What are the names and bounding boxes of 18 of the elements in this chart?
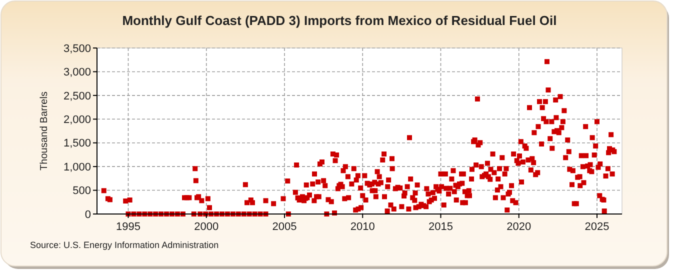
x-tick-label: 2000 xyxy=(194,221,219,233)
y-tick-label: 500 xyxy=(72,185,91,198)
x-tick-label: 2015 xyxy=(428,221,453,233)
y-tick-label: 1,000 xyxy=(63,161,91,174)
y-tick-label: 2,500 xyxy=(63,90,91,102)
y-tick-label: 3,500 xyxy=(63,42,91,55)
x-tick-label: 1995 xyxy=(116,221,140,233)
y-tick-label: 0 xyxy=(84,208,91,221)
x-tick-label: 2010 xyxy=(350,221,375,233)
y-tick-label: 3,000 xyxy=(63,66,91,79)
x-tick-label: 2020 xyxy=(506,221,532,233)
y-tick-label: 1,500 xyxy=(63,138,91,150)
x-tick-label: 2025 xyxy=(584,221,610,233)
y-axis-title: Thousand Barrels xyxy=(39,92,50,170)
y-tick-label: 2,000 xyxy=(63,114,91,126)
chart-title: Monthly Gulf Coast (PADD 3) Imports from Mexico of Residual Fuel Oil xyxy=(122,13,557,28)
x-tick-label: 2005 xyxy=(272,221,297,233)
source-note: Source: U.S. Energy Information Administration xyxy=(30,240,219,250)
